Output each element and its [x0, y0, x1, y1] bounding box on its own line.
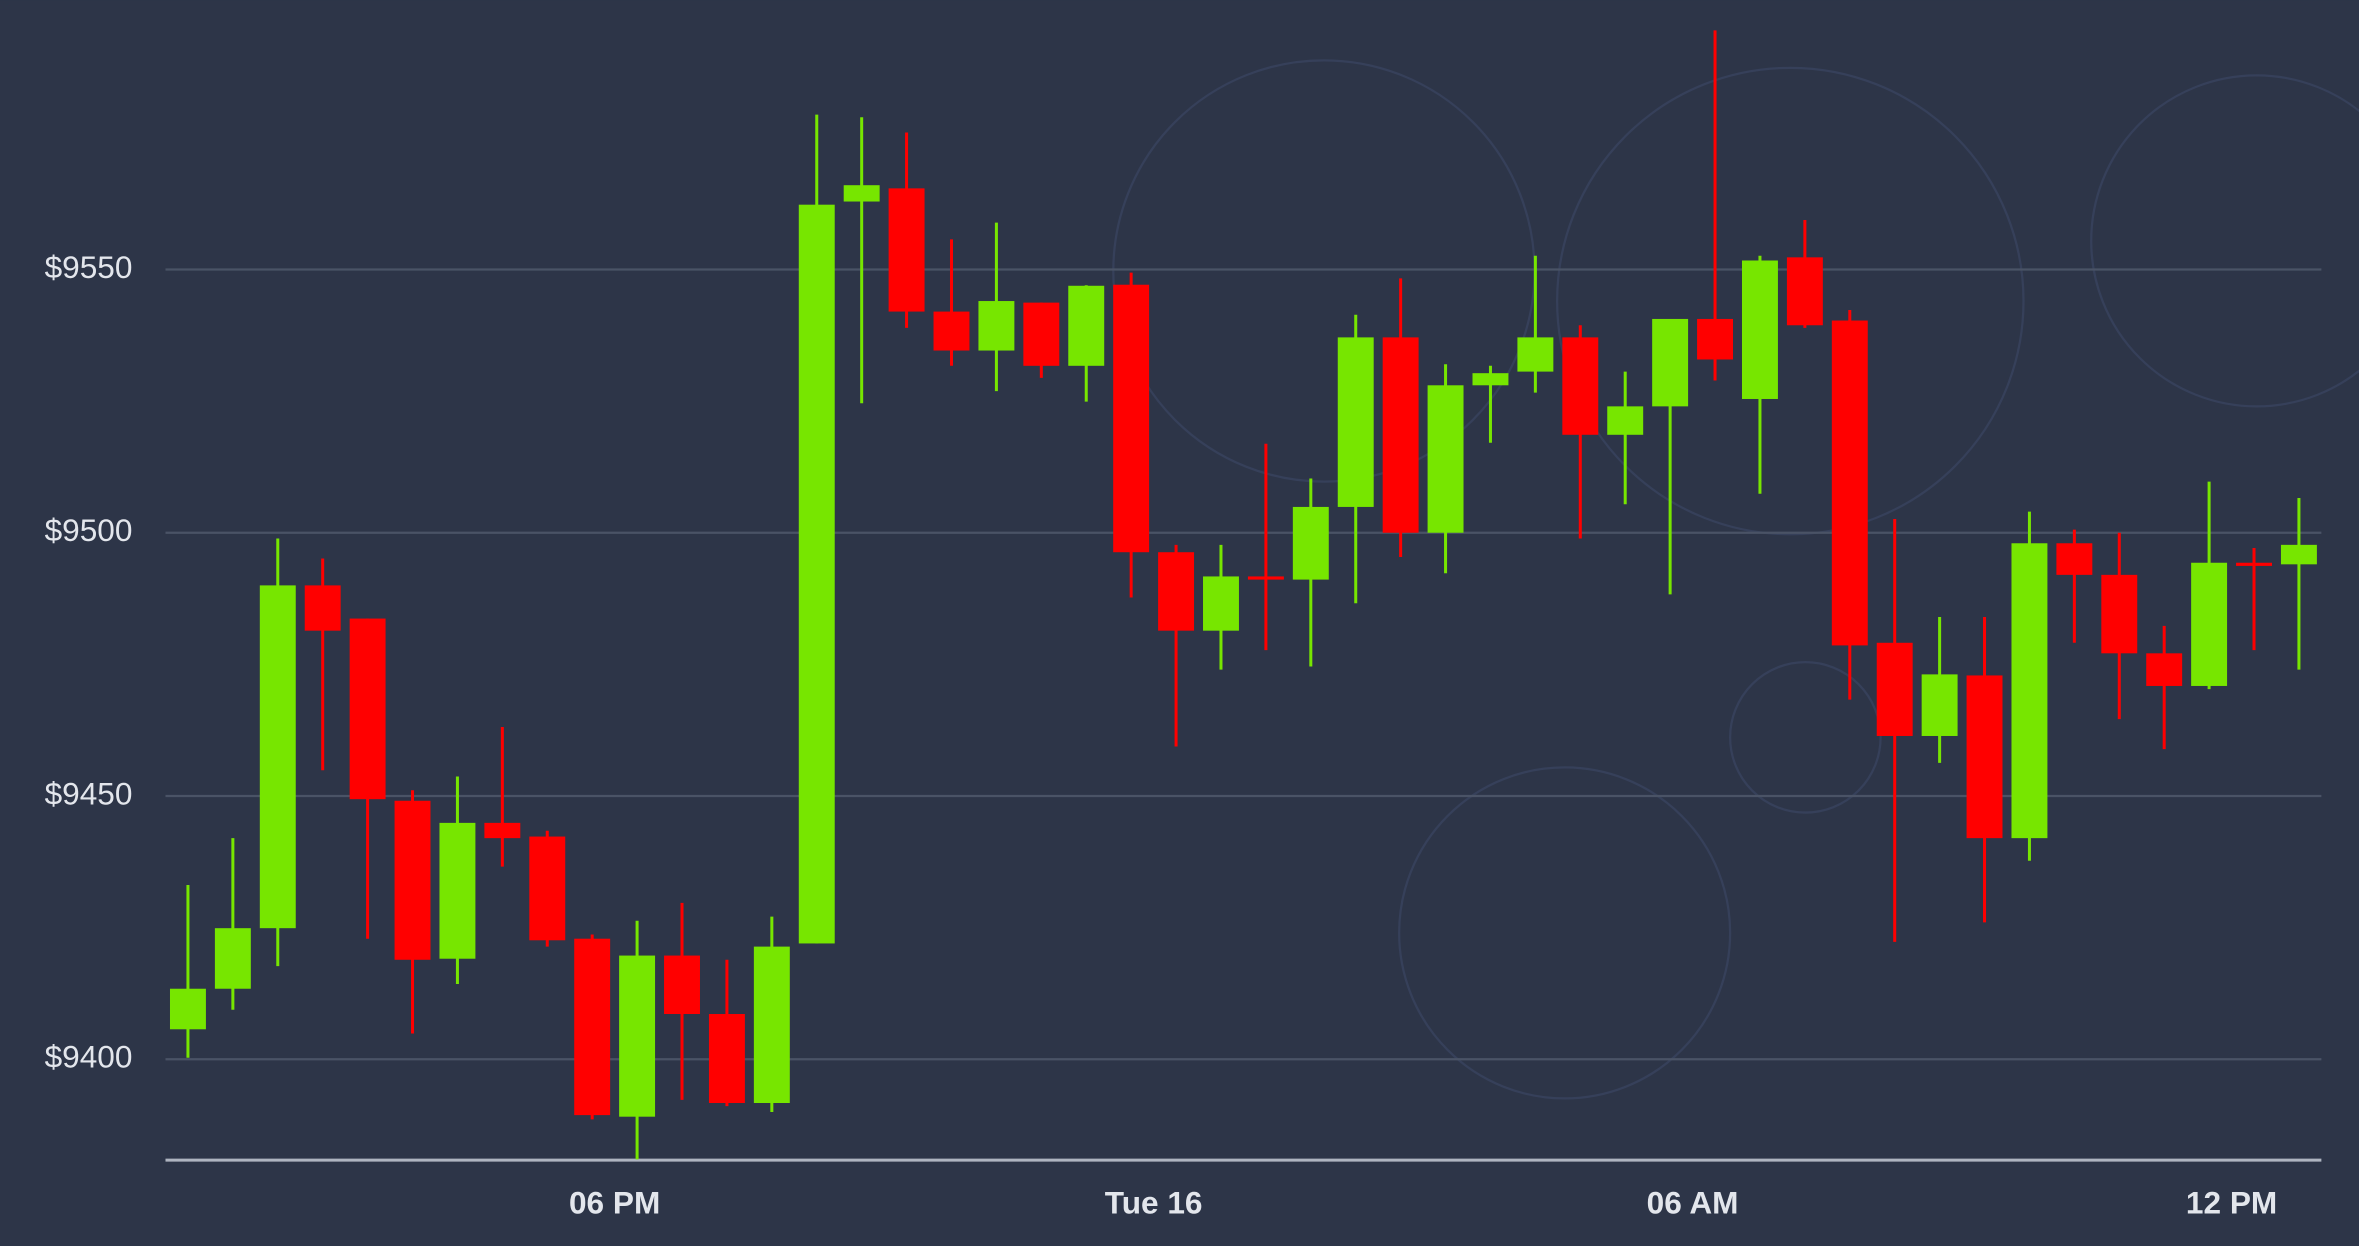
- candle-body: [214, 928, 251, 989]
- candle-body: [664, 955, 700, 1015]
- candle-body: [753, 946, 790, 1103]
- candle-body: [619, 955, 656, 1117]
- candle-body: [394, 800, 431, 960]
- candle-body: [1337, 337, 1374, 507]
- candle-body: [888, 188, 925, 312]
- candle-body: [2236, 562, 2272, 566]
- candle-body: [1786, 257, 1823, 326]
- candle-body: [1382, 337, 1419, 533]
- candle-body: [259, 585, 296, 929]
- candle-body: [1921, 674, 1958, 736]
- y-tick-label: $9400: [45, 1039, 133, 1075]
- deco-circle: [1729, 660, 1882, 814]
- candle-body: [978, 301, 1015, 351]
- candle-body: [1652, 318, 1689, 407]
- candle-body: [1472, 373, 1509, 386]
- deco-circle: [1555, 66, 2025, 536]
- candle-body: [349, 618, 386, 800]
- x-tick-label: 06 AM: [1647, 1185, 1739, 1221]
- candle-body: [1876, 642, 1913, 736]
- candle-body: [1023, 302, 1060, 366]
- candle-body: [2056, 543, 2093, 575]
- candle-body: [1607, 406, 1644, 435]
- candle-body: [1517, 337, 1554, 372]
- candle-body: [529, 836, 566, 941]
- decoration: [1112, 59, 2359, 1100]
- candle-body: [574, 938, 611, 1116]
- x-tick-label: Tue 16: [1105, 1185, 1203, 1221]
- candle-body: [1203, 576, 1239, 631]
- candle-body: [843, 185, 880, 202]
- candle-body: [933, 311, 970, 351]
- x-tick-label: 12 PM: [2186, 1185, 2277, 1221]
- y-tick-label: $9450: [45, 775, 133, 811]
- candle-body: [1158, 552, 1195, 631]
- deco-circle: [2090, 74, 2359, 408]
- y-tick-label: $9550: [45, 249, 133, 285]
- candle-body: [1292, 506, 1329, 580]
- candle-body: [304, 585, 341, 631]
- candle-body: [1247, 576, 1284, 580]
- candle-body: [1113, 284, 1150, 553]
- candle-body: [2011, 543, 2048, 839]
- candle-body: [1741, 260, 1778, 399]
- candle-body: [2101, 574, 2138, 654]
- candle-body: [1562, 337, 1599, 435]
- candle-body: [708, 1014, 745, 1103]
- candle-body: [1831, 320, 1868, 646]
- x-tick-label: 06 PM: [569, 1185, 660, 1221]
- candle-body: [484, 822, 521, 839]
- deco-circle: [1398, 766, 1732, 1100]
- candle-body: [439, 822, 476, 959]
- candle-body: [1068, 285, 1105, 366]
- candle-body: [2191, 562, 2228, 686]
- y-tick-label: $9500: [45, 512, 133, 548]
- candle-body: [798, 204, 835, 944]
- candle-body: [1966, 675, 2003, 839]
- candle-body: [2280, 544, 2317, 565]
- candle-body: [169, 988, 206, 1030]
- candle-body: [1427, 385, 1464, 533]
- candle-body: [2146, 653, 2183, 686]
- candle-body: [1697, 318, 1734, 360]
